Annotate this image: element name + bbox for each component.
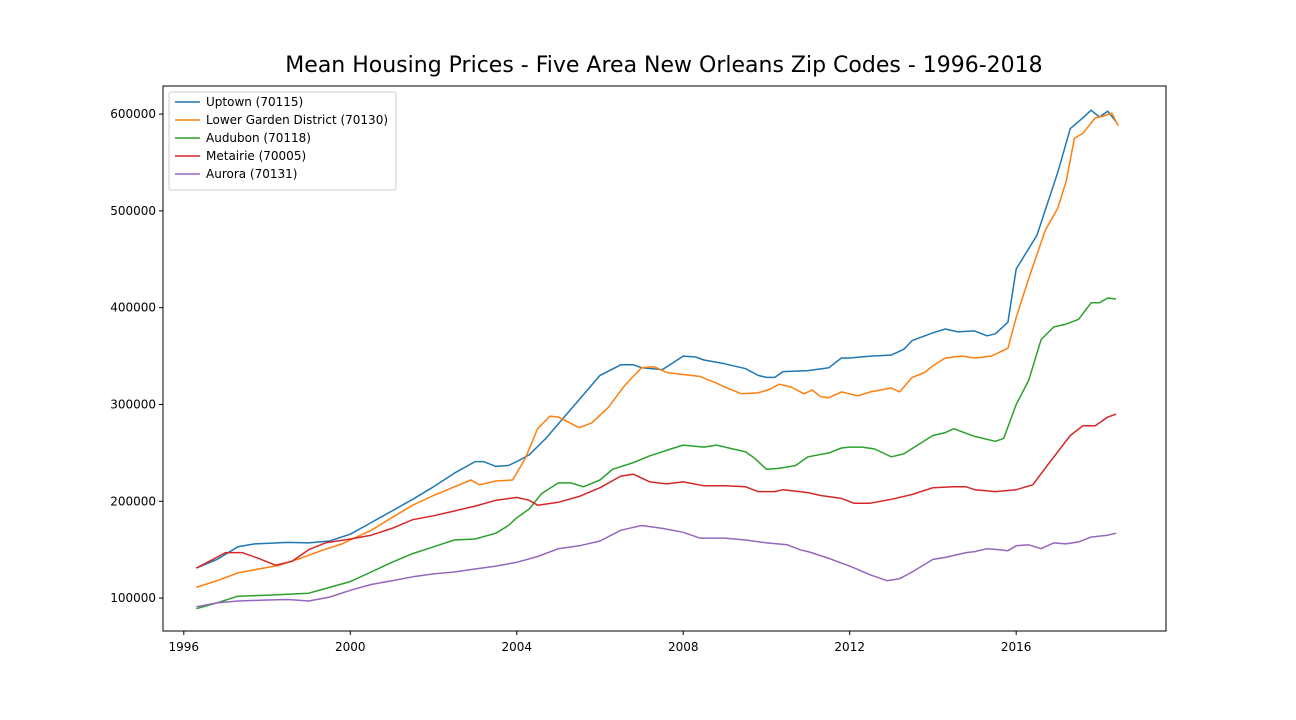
- series-line-5: [196, 524, 1117, 608]
- series-line-4: [195, 413, 1117, 569]
- series-line-2: [196, 112, 1119, 589]
- y-axis: 100000 200000 300000 400000 500000 600000: [110, 107, 163, 605]
- series-line-1: [196, 109, 1117, 569]
- legend: Uptown (70115) Lower Garden District (701…: [168, 91, 397, 191]
- x-tick-label: 2000: [335, 640, 366, 654]
- x-tick-label: 2004: [501, 640, 532, 654]
- legend-box: [168, 91, 397, 191]
- plot-frame: [162, 85, 1167, 632]
- series-line-3: [196, 297, 1117, 610]
- plot-area: [195, 109, 1119, 610]
- y-tick-label: 600000: [110, 107, 156, 121]
- legend-label: Metairie (70005): [206, 149, 306, 163]
- legend-label: Aurora (70131): [206, 167, 297, 181]
- y-tick-label: 500000: [110, 204, 156, 218]
- y-tick-label: 400000: [110, 301, 156, 315]
- x-tick-label: 2016: [1001, 640, 1032, 654]
- x-tick-label: 2012: [834, 640, 865, 654]
- legend-label: Uptown (70115): [206, 95, 303, 109]
- legend-label: Audubon (70118): [206, 131, 311, 145]
- x-axis: 1996 2000 2004 2008 2012 2016: [169, 631, 1032, 654]
- legend-label: Lower Garden District (70130): [206, 113, 388, 127]
- y-tick-label: 100000: [110, 591, 156, 605]
- x-tick-label: 1996: [169, 640, 200, 654]
- y-tick-label: 200000: [110, 494, 156, 508]
- y-tick-label: 300000: [110, 397, 156, 411]
- x-tick-label: 2008: [668, 640, 699, 654]
- chart-title: Mean Housing Prices - Five Area New Orle…: [285, 53, 1042, 78]
